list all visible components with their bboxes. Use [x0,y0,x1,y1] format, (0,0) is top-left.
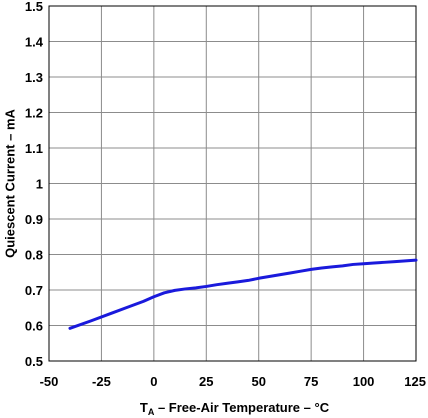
x-tick-label: 125 [404,374,426,389]
x-tick-label: 50 [251,374,265,389]
x-axis-tick-labels: -50 -25 0 25 50 75 100 125 [40,374,426,389]
x-tick-label: 100 [353,374,375,389]
y-tick-label: 1.4 [25,35,44,50]
series-layer [68,258,418,330]
series-line [68,258,418,330]
y-axis-tick-labels: 0.5 0.6 0.7 0.8 0.9 1 1.1 1.2 1.3 1.4 1.5 [25,0,44,369]
y-tick-label: 1.2 [25,106,43,121]
y-tick-label: 0.7 [25,283,43,298]
plot-area-frame [48,5,417,362]
y-tick-label: 1.3 [25,70,43,85]
x-tick-label: -25 [92,374,111,389]
y-tick-label: 1.1 [25,141,43,156]
y-axis-title: Quiescent Current – mA [2,108,17,257]
y-tick-label: 0.8 [25,248,43,263]
y-tick-label: 1.5 [25,0,43,14]
x-axis-title-subscript: A [148,407,155,417]
x-tick-label: 25 [199,374,213,389]
y-tick-label: 0.9 [25,212,43,227]
y-tick-label: 0.5 [25,354,43,369]
x-axis-title: TA – Free-Air Temperature – °C [140,400,330,417]
x-tick-label: 0 [150,374,157,389]
y-tick-label: 0.6 [25,319,43,334]
x-axis-title-prefix: T [140,400,148,415]
y-tick-label: 1 [36,177,43,192]
x-tick-label: -50 [40,374,59,389]
grid [48,5,417,362]
x-axis-title-suffix: – Free-Air Temperature – °C [154,400,329,415]
x-tick-label: 75 [304,374,318,389]
